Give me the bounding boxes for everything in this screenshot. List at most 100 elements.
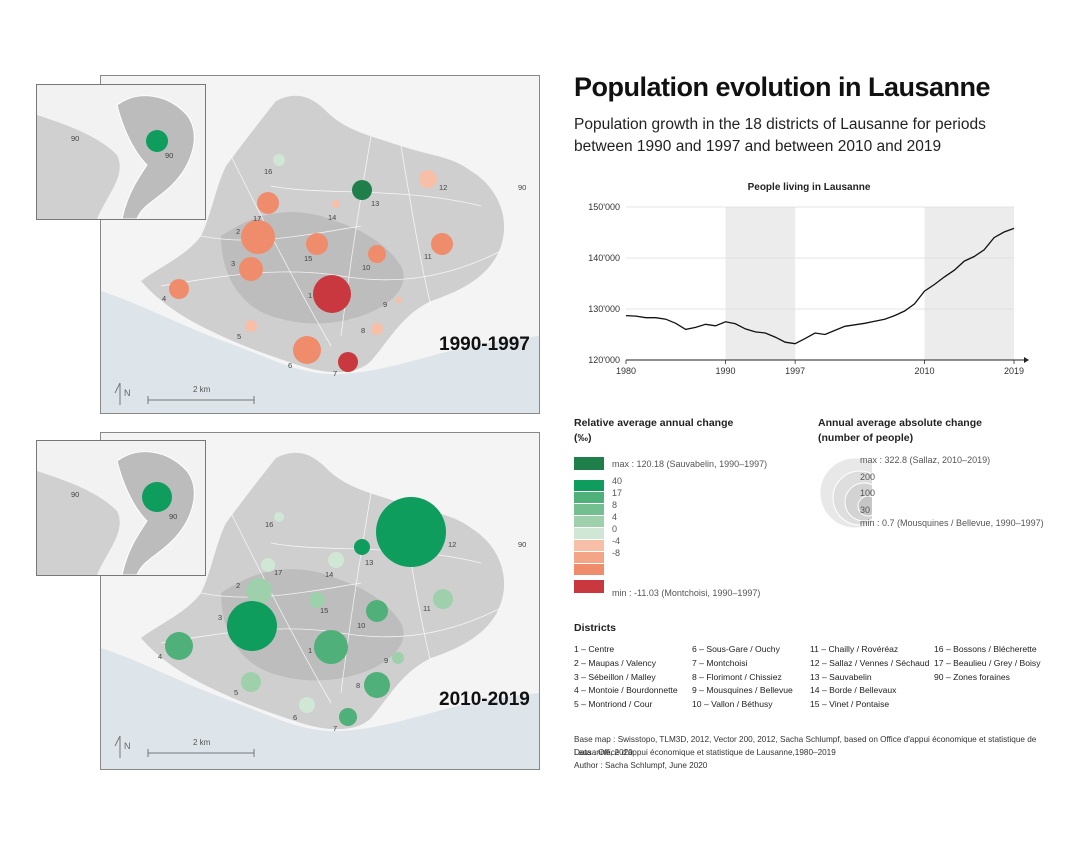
swatch-0: [574, 480, 604, 491]
inset1-label-a: 90: [71, 134, 80, 143]
district-item: 7 – Montchoisi: [692, 657, 748, 668]
m1-circle-6: [293, 336, 321, 364]
page-subtitle: Population growth in the 18 districts of…: [574, 116, 986, 155]
m2-circle-2: [246, 578, 272, 604]
m1-circle-11: [431, 233, 453, 255]
legend-absolute-title: Annual average absolute change (number o…: [818, 416, 982, 446]
proportional-circles: [819, 457, 872, 529]
ytick-label-1: 130'000: [588, 304, 620, 314]
legend-relative-title-1: Relative average annual change: [574, 417, 734, 429]
district-item: 4 – Montoie / Bourdonnette: [574, 685, 678, 696]
threshold-label-6: -8: [612, 548, 621, 558]
legend-absolute-max: max : 322.8 (Sallaz, 2010–2019): [860, 455, 991, 465]
svg-text:5: 5: [237, 332, 241, 341]
svg-text:2: 2: [236, 227, 240, 236]
xtick-label-0: 1980: [616, 366, 636, 376]
svg-text:11: 11: [423, 604, 431, 613]
ytick-label-2: 140'000: [588, 253, 620, 263]
svg-text:12: 12: [448, 540, 456, 549]
m2-circle-8: [364, 672, 390, 698]
inset1-label-b: 90: [165, 151, 174, 160]
source-base-map: Base map : Swisstopo, TLM3D, 2012, Vecto…: [574, 735, 1037, 757]
m2-circle-14: [328, 552, 344, 568]
district-item: 10 – Vallon / Béthusy: [692, 699, 773, 710]
m1-circle-5: [245, 320, 257, 332]
svg-text:8: 8: [356, 681, 360, 690]
m1-circle-10: [368, 245, 386, 263]
district-item: 14 – Borde / Bellevaux: [810, 685, 897, 696]
legend-relative-min-label: min : -11.03 (Montchoisi, 1990–1997): [612, 588, 761, 598]
legend-absolute-min: min : 0.7 (Mousquines / Bellevue, 1990–1…: [860, 518, 1044, 528]
swatch-4: [574, 528, 604, 539]
svg-text:14: 14: [325, 570, 333, 579]
svg-text:5: 5: [234, 688, 238, 697]
xtick-label-1: 1990: [715, 366, 735, 376]
legend-relative-min-swatch: [574, 580, 604, 593]
district-item: 8 – Florimont / Chissiez: [692, 671, 782, 682]
district-item: 3 – Sébeillon / Malley: [574, 671, 656, 682]
m1-circle-3: [239, 257, 263, 281]
threshold-label-2: 8: [612, 500, 618, 510]
m2-circle-10: [366, 600, 388, 622]
scale-bar: [147, 396, 255, 404]
districts-title: Districts: [574, 622, 617, 634]
x-axis-arrow: [1024, 357, 1029, 363]
district-item: 11 – Chailly / Rovéréaz: [810, 644, 899, 654]
legend-absolute-title-2: (number of people): [818, 432, 914, 444]
legend-absolute-title-1: Annual average absolute change: [818, 417, 982, 429]
m2-circle-3: [227, 601, 277, 651]
m1-circle-12: [419, 170, 437, 188]
north-label: N: [124, 388, 131, 398]
m2-circle-5: [241, 672, 261, 692]
xtick-label-3: 2010: [914, 366, 934, 376]
m2-circle-15: [309, 592, 325, 608]
legend-relative-title-2: (‰): [574, 432, 592, 444]
svg-text:3: 3: [218, 613, 222, 622]
svg-text:4: 4: [162, 294, 166, 303]
svg-text:90: 90: [518, 183, 526, 192]
district-item: 16 – Bossons / Blécherette: [934, 644, 1037, 654]
threshold-label-4: 0: [612, 524, 618, 534]
svg-text:13: 13: [365, 558, 373, 567]
m2-circle-16: [274, 512, 284, 522]
svg-text:9: 9: [384, 656, 388, 665]
scale-label: 2 km: [193, 385, 211, 394]
m1-circle-15: [306, 233, 328, 255]
m2-circle-17: [261, 558, 275, 572]
district-item: 13 – Sauvabelin: [810, 671, 872, 682]
m1-circle-7: [338, 352, 358, 372]
population-chart: People living in Lausanne 120'000 130'000…: [574, 180, 1044, 380]
shaded-period-0: [725, 207, 796, 360]
legend-absolute-100: 100: [860, 488, 876, 498]
district-item: 12 – Sallaz / Vennes / Séchaud: [810, 657, 930, 668]
north-arrow: [114, 382, 121, 405]
population-line: [625, 227, 1015, 345]
threshold-label-1: 17: [612, 488, 623, 498]
districts-col-1: 1 – Centre 2 – Maupas / Valency 3 – Sébeil…: [574, 643, 692, 712]
page-title: Population evolution in Lausanne: [574, 72, 991, 102]
legend-relative-swatches: [574, 480, 604, 576]
svg-text:17: 17: [274, 568, 282, 577]
inset2-circle-90: [142, 482, 172, 512]
svg-text:2: 2: [236, 581, 240, 590]
m2-circle-12: [376, 497, 446, 567]
scale-label-2: 2 km: [193, 738, 211, 747]
m2-circle-11: [433, 589, 453, 609]
threshold-label-3: 4: [612, 512, 618, 522]
swatch-1: [574, 492, 604, 503]
swatch-3: [574, 516, 604, 527]
map2-circles: [165, 497, 453, 726]
svg-text:15: 15: [320, 606, 328, 615]
legend-relative-max-label: max : 120.18 (Sauvabelin, 1990–1997): [612, 459, 768, 469]
shaded-period-1: [924, 207, 1014, 360]
m1-circle-17: [257, 192, 279, 214]
districts-col-4: 16 – Bossons / Blécherette 17 – Beaulieu …: [934, 643, 1074, 684]
circle-30: [857, 495, 872, 517]
legend-absolute-30: 30: [860, 505, 871, 515]
svg-text:16: 16: [265, 520, 273, 529]
district-item: 1 – Centre: [574, 644, 615, 654]
chart-svg: 120'000 130'000 140'000 150'000 1980 1990 1997…: [588, 202, 1029, 376]
legend-absolute-200: 200: [860, 472, 876, 482]
